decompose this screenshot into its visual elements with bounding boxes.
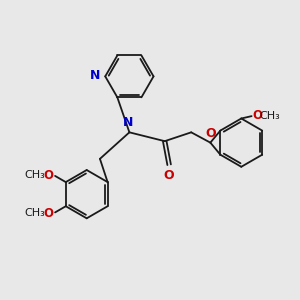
Text: O: O	[44, 207, 54, 220]
Text: N: N	[123, 116, 133, 129]
Text: O: O	[44, 169, 54, 182]
Text: O: O	[253, 109, 262, 122]
Text: CH₃: CH₃	[24, 170, 45, 180]
Text: N: N	[90, 69, 100, 82]
Text: CH₃: CH₃	[24, 208, 45, 218]
Text: O: O	[164, 169, 175, 182]
Text: CH₃: CH₃	[259, 111, 280, 121]
Text: O: O	[206, 127, 216, 140]
